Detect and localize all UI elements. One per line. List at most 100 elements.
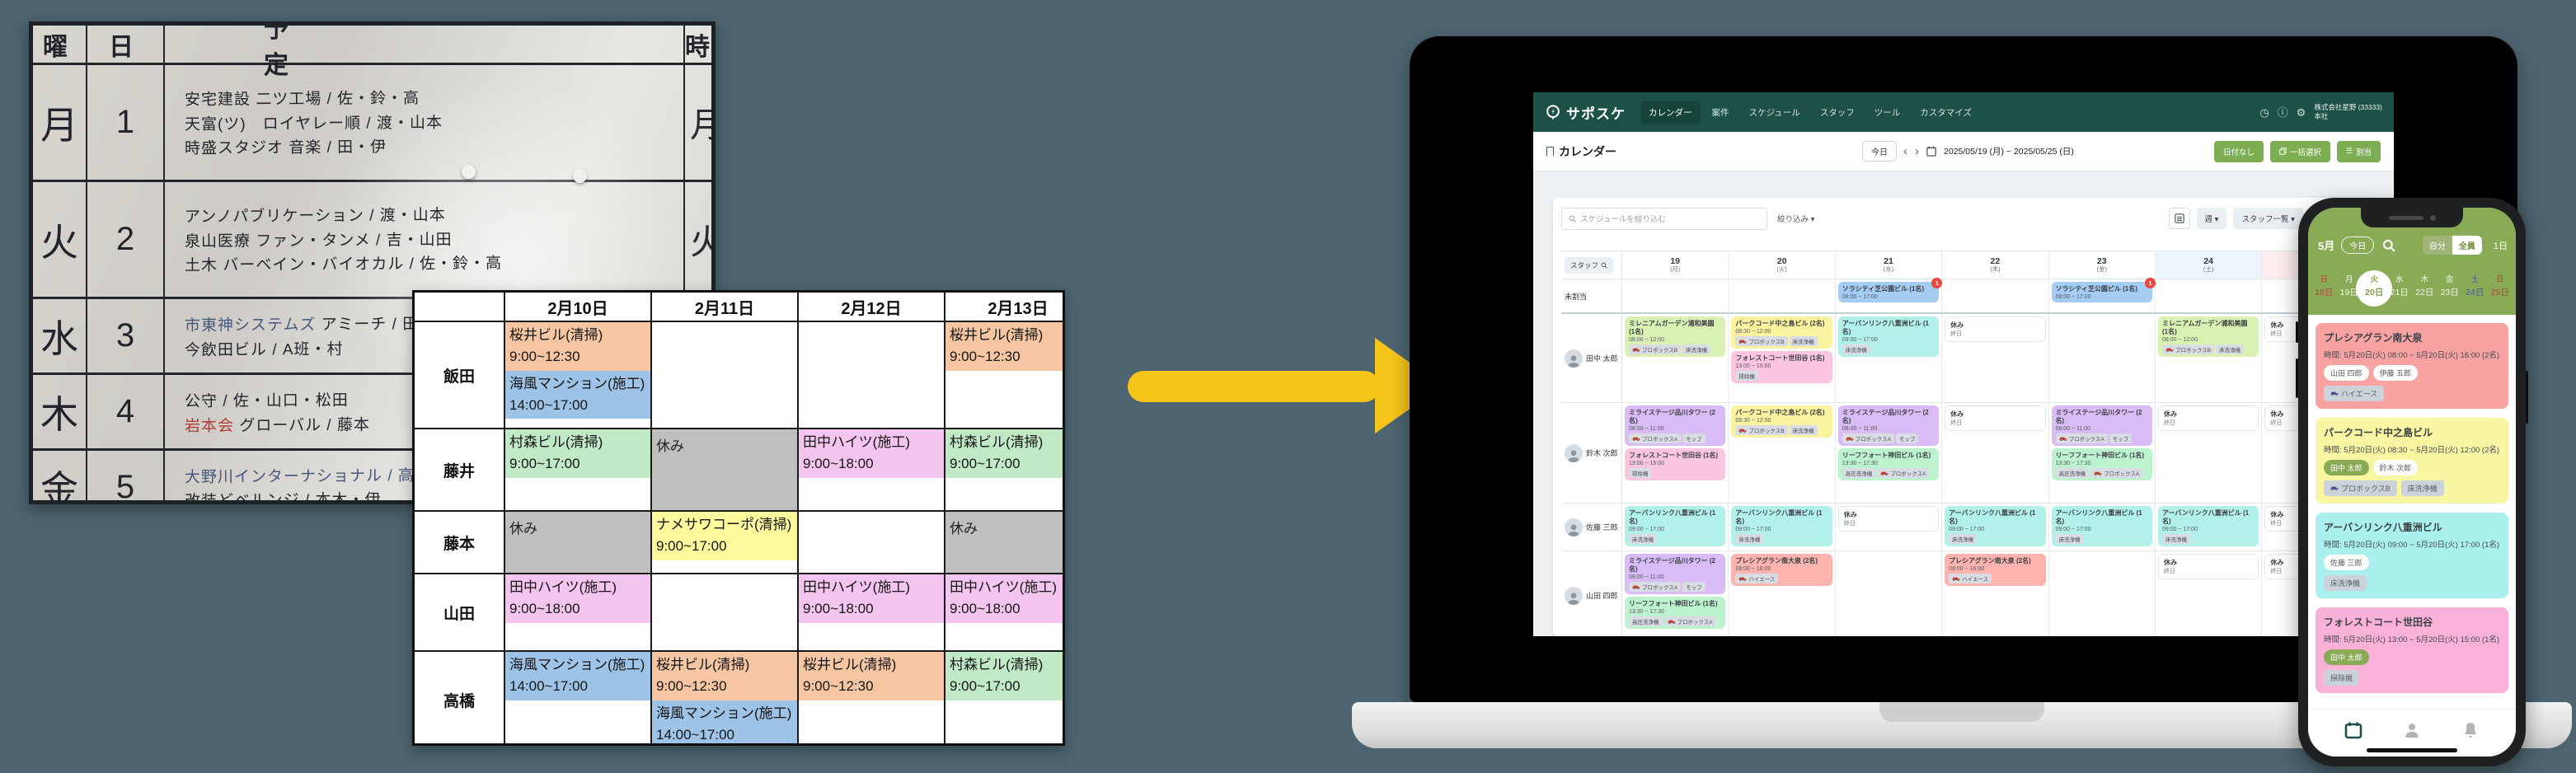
nav-item-案件[interactable]: 案件 xyxy=(1711,107,1729,118)
calendar-icon[interactable] xyxy=(1926,146,1936,157)
event-card[interactable]: ミライステージ品川タワー (2名) 08:00 ~ 11:00 プロボックスA モップ xyxy=(1837,405,1940,446)
phone-day-24日[interactable]: 土 24日 xyxy=(2466,275,2485,298)
sheet-event[interactable]: 村森ビル(清掃) 9:00~17:00 xyxy=(945,429,1063,478)
event-card[interactable]: ソラシティ芝公園ビル (1名) 08:00 ~ 17:00 1 xyxy=(1837,278,1943,302)
sheet-cell[interactable]: 桜井ビル(清掃) 9:00~12:30 海風マンション(施工) 14:00~17:00 xyxy=(652,652,799,743)
filter-dropdown[interactable]: 絞り込み ▾ xyxy=(1777,215,1815,224)
sheet-event[interactable]: 桜井ビル(清掃) 9:00~12:30 xyxy=(799,652,944,700)
info-icon[interactable]: ⓘ xyxy=(2277,105,2288,119)
date-range[interactable]: 2025/05/19 (月) ~ 2025/05/25 (日) xyxy=(1944,147,2074,157)
calendar-cell[interactable]: 休み 終日 xyxy=(1942,403,2049,503)
phone-day-21日[interactable]: 水 21日 xyxy=(2390,275,2409,298)
calendar-cell[interactable]: アーバンリンク八重洲ビル (1名) 09:00 ~ 17:00 床洗浄機 xyxy=(1836,314,1943,402)
sheet-event[interactable]: 田中ハイツ(施工) 9:00~18:00 xyxy=(799,429,944,478)
event-card[interactable]: ミライステージ品川タワー (2名) 08:00 ~ 11:00 プロボックスA モップ xyxy=(1625,554,1726,594)
next-week-button[interactable]: › xyxy=(1915,144,1919,158)
calendar-cell[interactable] xyxy=(1622,279,1729,312)
person-chip[interactable]: 田中 太郎 xyxy=(2324,649,2369,665)
phone-day-20日[interactable]: 火 20日 xyxy=(2356,270,2393,308)
calendar-tab-icon[interactable] xyxy=(2344,720,2363,740)
nav-item-スタッフ[interactable]: スタッフ xyxy=(1819,107,1855,118)
sheet-event[interactable]: 桜井ビル(清掃) 9:00~12:30 xyxy=(945,322,1063,371)
sheet-cell[interactable]: 田中ハイツ(施工) 9:00~18:00 xyxy=(799,574,945,650)
phone-day-22日[interactable]: 木 22日 xyxy=(2415,275,2434,298)
calendar-cell[interactable]: ミライステージ品川タワー (2名) 08:00 ~ 11:00 プロボックスA モップ… xyxy=(1836,403,1943,503)
person-chip[interactable]: 山田 四郎 xyxy=(2324,365,2369,381)
day-header-24[interactable]: 24 (土) xyxy=(2155,251,2263,279)
company-account[interactable]: 株式会社星野 (33333) 本社 xyxy=(2314,103,2382,121)
sheet-cell[interactable]: 桜井ビル(清掃) 9:00~12:30 海風マンション(施工) 14:00~17:00 xyxy=(505,322,652,428)
segment-all[interactable]: 全員 xyxy=(2452,236,2482,255)
event-card[interactable]: リーフフォート神田ビル (1名) 13:30 ~ 17:30 高圧洗浄機 プロボックス… xyxy=(2051,448,2152,480)
calendar-cell[interactable]: プレシアグラン南大泉 (2名) 08:00 ~ 16:00 ハイエース xyxy=(1729,551,1836,636)
off-card[interactable]: 休み 終日 xyxy=(2157,554,2259,579)
calendar-cell[interactable]: パークコード中之島ビル (2名) 08:30 ~ 12:00 プロボックスB 床洗浄機… xyxy=(1729,314,1836,402)
calendar-cell[interactable]: ミレニアムガーデン浦和美園 (1名) 08:00 ~ 12:00 プロボックスB 床洗… xyxy=(2156,314,2263,402)
person-chip[interactable]: 伊藤 五郎 xyxy=(2372,365,2419,381)
day-header-23[interactable]: 23 (金) xyxy=(2049,251,2156,279)
sheet-cell[interactable]: 田中ハイツ(施工) 9:00~18:00 xyxy=(799,429,945,510)
sheet-cell[interactable]: 休み xyxy=(652,429,799,510)
phone-today-button[interactable]: 今日 xyxy=(2341,237,2375,254)
sheet-event[interactable]: 桜井ビル(清掃) 9:00~12:30 xyxy=(652,652,797,700)
subheader-button-一括選択[interactable]: 一括選択 xyxy=(2269,140,2330,162)
calendar-cell[interactable]: ミライステージ品川タワー (2名) 08:00 ~ 11:00 プロボックスA モップ… xyxy=(2049,403,2156,503)
sheet-cell[interactable]: 桜井ビル(清掃) 9:00~12:30 xyxy=(945,322,1063,428)
calendar-cell[interactable]: ミライステージ品川タワー (2名) 08:00 ~ 11:00 プロボックスA モップ… xyxy=(1622,551,1729,636)
person-chip[interactable]: 鈴木 次郎 xyxy=(2372,460,2419,476)
calendar-cell[interactable] xyxy=(2049,314,2156,402)
staff-tab-icon[interactable] xyxy=(2402,720,2422,740)
sheet-cell[interactable]: 桜井ビル(清掃) 9:00~12:30 xyxy=(799,652,945,743)
day-header-21[interactable]: 21 (水) xyxy=(1836,251,1943,279)
nav-item-ツール[interactable]: ツール xyxy=(1874,107,1901,118)
event-card[interactable]: ミライステージ品川タワー (2名) 08:00 ~ 11:00 プロボックスA モップ xyxy=(2051,405,2152,446)
sheet-event[interactable]: 海風マンション(施工) 14:00~17:00 xyxy=(652,700,797,743)
event-card[interactable]: ミレニアムガーデン浦和美園 (1名) 08:00 ~ 12:00 プロボックスB 床洗… xyxy=(1625,316,1726,357)
sheet-cell[interactable]: 田中ハイツ(施工) 9:00~18:00 xyxy=(505,574,652,650)
calendar-cell[interactable]: アーバンリンク八重洲ビル (1名) 09:00 ~ 17:00 床洗浄機 xyxy=(2156,504,2263,550)
phone-event-card[interactable]: パークコード中之島ビル 時間: 5月20日(火) 08:30 ~ 5月20日(火)… xyxy=(2316,418,2508,504)
sheet-cell[interactable]: 休み xyxy=(945,512,1063,573)
sheet-cell[interactable]: ナメサワコーポ(清掃) 9:00~17:00 xyxy=(652,512,799,573)
day-header-19[interactable]: 19 (月) xyxy=(1622,251,1729,279)
event-card[interactable]: ミレニアムガーデン浦和美園 (1名) 08:00 ~ 12:00 プロボックスB 床洗… xyxy=(2157,316,2259,357)
sheet-cell[interactable] xyxy=(652,574,799,650)
calendar-cell[interactable]: パークコード中之島ビル (2名) 08:30 ~ 12:00 プロボックスB 床洗浄機 xyxy=(1729,403,1836,503)
calendar-cell[interactable]: ミライステージ品川タワー (2名) 08:00 ~ 11:00 プロボックスA モップ… xyxy=(1622,403,1729,503)
phone-day-18日[interactable]: 日 18日 xyxy=(2315,275,2334,298)
search-icon[interactable] xyxy=(2382,239,2395,252)
calendar-cell[interactable]: ソラシティ芝公園ビル (1名) 08:00 ~ 17:00 1 xyxy=(1836,278,1943,312)
notifications-tab-icon[interactable] xyxy=(2461,720,2480,740)
phone-event-card[interactable]: プレシアグラン南大泉 時間: 5月20日(火) 08:00 ~ 5月20日(火) … xyxy=(2316,323,2508,409)
sheet-event[interactable]: ナメサワコーポ(清掃) 9:00~17:00 xyxy=(652,512,797,560)
staff-search-pill[interactable]: スタッフ xyxy=(1565,256,1614,274)
sheet-cell[interactable] xyxy=(652,322,799,428)
sheet-cell[interactable]: 休み xyxy=(505,512,652,573)
sheet-cell[interactable]: 海風マンション(施工) 14:00~17:00 xyxy=(505,652,652,743)
sheet-cell[interactable] xyxy=(799,322,945,428)
subheader-button-割当[interactable]: ☰ 割当 xyxy=(2336,140,2381,162)
today-button[interactable]: 今日 xyxy=(1862,141,1897,162)
prev-week-button[interactable]: ‹ xyxy=(1903,144,1907,158)
sheet-cell[interactable]: 田中ハイツ(施工) 9:00~18:00 xyxy=(945,574,1063,650)
calendar-cell[interactable]: アーバンリンク八重洲ビル (1名) 09:00 ~ 17:00 床洗浄機 xyxy=(1622,504,1729,550)
view-toggle-button[interactable] xyxy=(2168,208,2190,229)
phone-day-25日[interactable]: 日 25日 xyxy=(2490,275,2509,298)
phone-event-card[interactable]: アーバンリンク八重洲ビル 時間: 5月20日(火) 09:00 ~ 5月20日(火… xyxy=(2316,513,2508,598)
app-logo[interactable]: サポスケ xyxy=(1545,102,1626,123)
event-card[interactable]: ミライステージ品川タワー (2名) 08:00 ~ 11:00 プロボックスA モップ xyxy=(1625,405,1726,446)
clock-icon[interactable]: ◷ xyxy=(2259,105,2269,119)
day-header-20[interactable]: 20 (火) xyxy=(1729,251,1836,279)
nav-item-スケジュール[interactable]: スケジュール xyxy=(1748,107,1800,118)
sheet-event[interactable]: 桜井ビル(清掃) 9:00~12:30 xyxy=(505,322,650,371)
sheet-event[interactable]: 村森ビル(清掃) 9:00~17:00 xyxy=(505,429,650,478)
calendar-cell[interactable]: ミレニアムガーデン浦和美園 (1名) 08:00 ~ 12:00 プロボックスB 床洗… xyxy=(1622,314,1729,402)
event-card[interactable]: アーバンリンク八重洲ビル (1名) 09:00 ~ 17:00 床洗浄機 xyxy=(1731,506,1832,546)
event-card[interactable]: リーフフォート神田ビル (1名) 13:30 ~ 17:30 高圧洗浄機 プロボックス… xyxy=(1837,448,1940,480)
sheet-event[interactable]: 村森ビル(清掃) 9:00~17:00 xyxy=(945,652,1063,700)
calendar-cell[interactable]: 休み 終日 xyxy=(2156,551,2263,636)
sheet-cell[interactable]: 村森ビル(清掃) 9:00~17:00 xyxy=(945,429,1063,510)
nav-item-カレンダー[interactable]: カレンダー xyxy=(1640,101,1701,124)
calendar-cell[interactable] xyxy=(1836,551,1943,636)
one-day-toggle[interactable]: 1日 xyxy=(2493,241,2508,251)
